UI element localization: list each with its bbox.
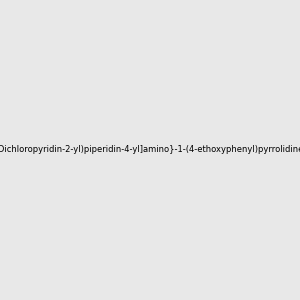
Text: 3-{[1-(3,5-Dichloropyridin-2-yl)piperidin-4-yl]amino}-1-(4-ethoxyphenyl)pyrrolid: 3-{[1-(3,5-Dichloropyridin-2-yl)piperidi… <box>0 146 300 154</box>
